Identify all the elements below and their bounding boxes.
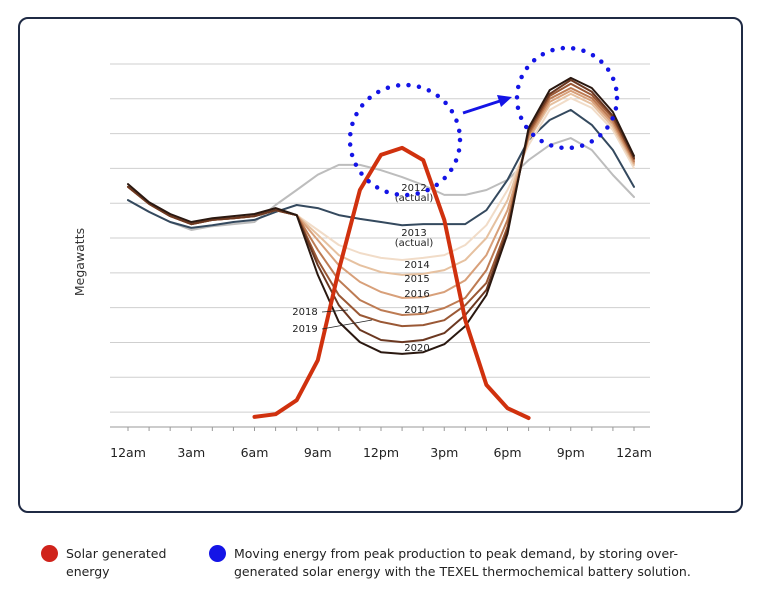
y-axis-label: Megawatts [72,228,87,296]
x-tick-label: 12am [616,445,652,460]
series-label: 2018 [292,307,317,318]
series-label: 2015 [404,274,429,285]
legend-label: Moving energy from peak production to pe… [234,546,691,579]
chart-frame [18,17,743,513]
series-label-note: (actual) [395,193,434,204]
x-tick-label: 12pm [363,445,399,460]
series-line [127,87,635,316]
series-line [127,89,635,299]
series-label: 2019 [292,324,317,335]
leader-line [321,319,373,330]
legend-swatch [41,545,58,562]
x-tick-label: 6am [241,445,269,460]
x-tick-label: 3pm [430,445,458,460]
series-label: 2012 [401,183,426,194]
series-line [127,108,635,229]
annotation-circle [514,45,620,151]
series-line [127,82,635,328]
series-line [127,76,635,355]
leader-line [321,309,349,313]
series-label-note: (actual) [395,238,434,249]
x-tick-label: 6pm [493,445,521,460]
annotation-arrow [462,99,501,115]
series-label: 2020 [404,343,429,354]
series-label: 2014 [404,260,429,271]
legend-label: Solar generated energy [66,546,167,579]
x-tick-label: 9pm [557,445,585,460]
series-line [127,92,635,276]
x-tick-label: 9am [304,445,332,460]
series-label: 2013 [401,228,426,239]
annotation-circle [347,82,463,198]
x-tick-label: 12am [110,445,146,460]
x-tick-label: 3am [177,445,205,460]
annotation-arrowhead [497,95,512,107]
series-line [127,79,635,344]
series-label: 2017 [404,305,429,316]
series-line [127,137,635,231]
series-line [252,145,531,420]
series-line [127,97,635,261]
legend-swatch [209,545,226,562]
series-label: 2016 [404,289,429,300]
